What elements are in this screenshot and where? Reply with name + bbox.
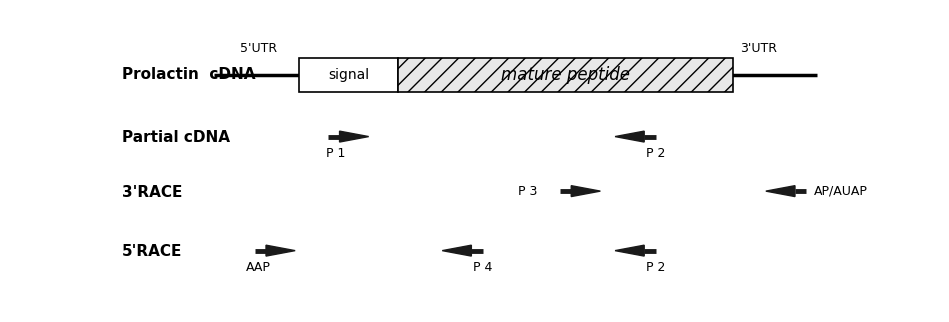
Text: 3'RACE: 3'RACE (122, 185, 182, 200)
Polygon shape (571, 186, 601, 196)
Polygon shape (615, 131, 644, 142)
Bar (299, 59, 399, 92)
Polygon shape (340, 131, 368, 142)
Text: P 1: P 1 (326, 147, 345, 160)
Text: P 2: P 2 (646, 261, 665, 274)
Text: 3'UTR: 3'UTR (740, 42, 777, 55)
Text: P 3: P 3 (518, 185, 538, 198)
Text: P 2: P 2 (646, 147, 665, 160)
Text: 5'RACE: 5'RACE (122, 244, 182, 259)
Text: AAP: AAP (246, 261, 270, 274)
Text: Partial cDNA: Partial cDNA (122, 130, 231, 145)
Polygon shape (615, 245, 644, 256)
Bar (399, 59, 733, 92)
Text: AP/AUAP: AP/AUAP (813, 185, 867, 198)
Text: P 4: P 4 (473, 261, 493, 274)
Text: mature peptide: mature peptide (501, 66, 630, 84)
Text: signal: signal (328, 68, 369, 82)
Text: 5'UTR: 5'UTR (240, 42, 277, 55)
Polygon shape (266, 245, 295, 256)
Polygon shape (442, 245, 472, 256)
Polygon shape (766, 186, 795, 196)
Text: Prolactin  cDNA: Prolactin cDNA (122, 67, 256, 82)
